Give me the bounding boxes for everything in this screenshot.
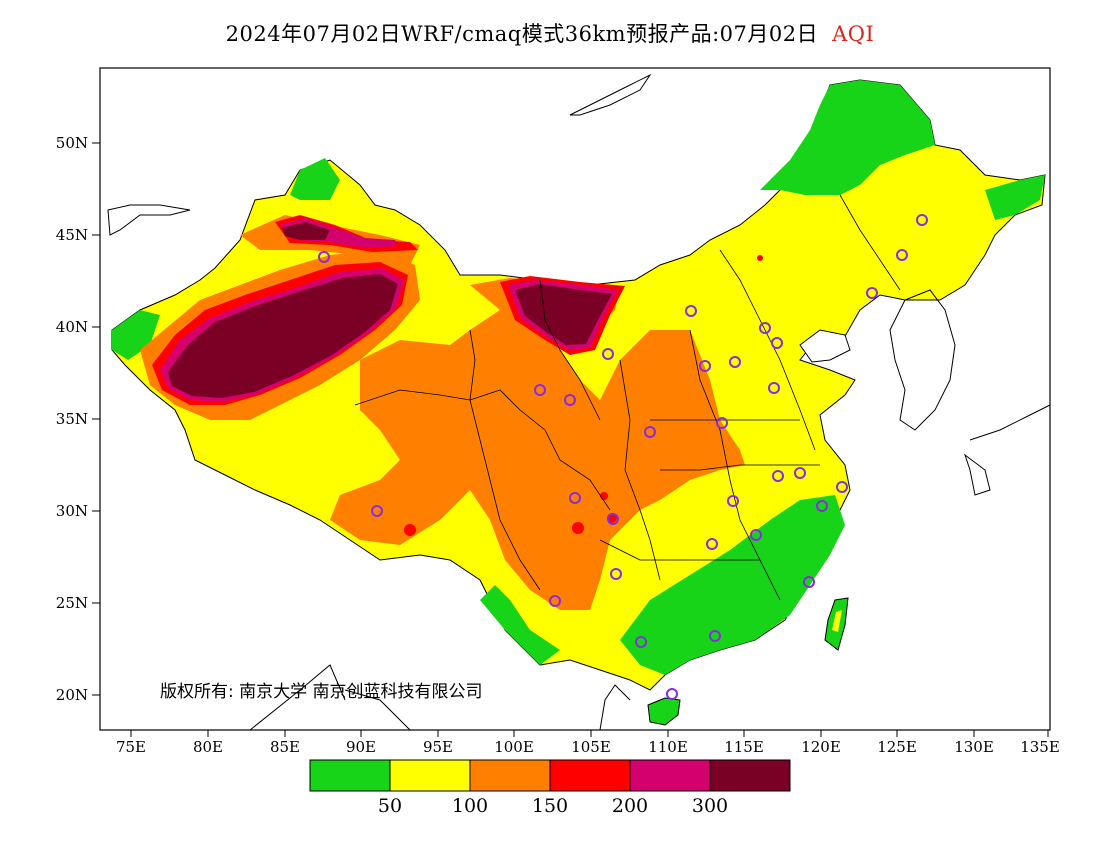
lon-tick-label: 105E: [571, 738, 611, 756]
city-marker: [644, 426, 656, 438]
lat-tick-label: 30N: [56, 502, 88, 520]
lat-tick-label: 40N: [56, 318, 88, 336]
hotspot-sichuan-2: [600, 492, 608, 500]
lon-tick-label: 120E: [801, 738, 841, 756]
city-marker: [569, 492, 581, 504]
lon-tick-label: 135E: [1020, 738, 1060, 756]
city-marker: [794, 467, 806, 479]
legend-swatch: [629, 759, 711, 792]
green-southeast: [620, 495, 845, 675]
green-northeast-east: [985, 175, 1045, 220]
city-marker: [534, 384, 546, 396]
city-marker: [666, 688, 678, 700]
lon-tick-label: 115E: [724, 738, 764, 756]
city-marker: [564, 394, 576, 406]
lat-tick-label: 50N: [56, 134, 88, 152]
hotspot-tibet: [404, 524, 416, 536]
city-marker: [768, 382, 780, 394]
map-title: 2024年07月02日WRF/cmaq模式36km预报产品:07月02日 AQI: [0, 18, 1100, 48]
title-product: AQI: [832, 22, 875, 46]
lon-tick-label: 100E: [494, 738, 534, 756]
title-main: 2024年07月02日WRF/cmaq模式36km预报产品:07月02日: [225, 22, 819, 46]
korea-outline: [889, 289, 956, 431]
lon-tick-label: 85E: [270, 738, 300, 756]
green-west-edge: [112, 310, 160, 360]
russia-coast: [569, 73, 652, 116]
city-marker: [602, 348, 614, 360]
longitude-axis: 75E 80E 85E 90E 95E 100E 105E 110E 115E …: [116, 730, 1060, 756]
city-marker: [716, 417, 728, 429]
green-southwest: [480, 585, 560, 665]
southeast-asia-outline: [249, 664, 631, 731]
city-marker: [635, 636, 647, 648]
city-marker: [866, 287, 878, 299]
city-marker: [371, 505, 383, 517]
legend-swatch: [389, 759, 471, 792]
orange-central: [330, 310, 745, 610]
copyright-text: 版权所有: 南京大学 南京创蓝科技有限公司: [160, 682, 483, 702]
city-marker: [772, 470, 784, 482]
province-boundaries: [354, 194, 901, 601]
lon-tick-label: 130E: [954, 738, 994, 756]
city-marker: [896, 249, 908, 261]
aqi-legend: 50 100 150 200 300: [309, 759, 791, 817]
lon-tick-label: 125E: [877, 738, 917, 756]
city-marker: [729, 356, 741, 368]
city-marker: [549, 595, 561, 607]
city-marker: [709, 630, 721, 642]
legend-label: 300: [692, 795, 728, 817]
green-northeast: [760, 80, 935, 195]
lon-tick-label: 80E: [193, 738, 223, 756]
kazakh-lake: [107, 204, 191, 236]
legend-label: 150: [532, 795, 568, 817]
legend-swatch: [549, 759, 631, 792]
legend-swatch: [469, 759, 551, 792]
city-marker: [727, 495, 739, 507]
lon-tick-label: 95E: [423, 738, 453, 756]
legend-label: 50: [378, 795, 402, 817]
china-map-regions: [107, 73, 1051, 731]
city-marker: [318, 251, 330, 263]
hazardous-alxa: [515, 284, 612, 345]
latitude-axis: 50N 45N 40N 35N 30N 25N 20N: [56, 134, 100, 704]
lat-tick-label: 20N: [56, 686, 88, 704]
lat-tick-label: 45N: [56, 226, 88, 244]
legend-label: 100: [452, 795, 488, 817]
city-marker: [750, 529, 762, 541]
city-marker: [759, 322, 771, 334]
city-marker: [803, 576, 815, 588]
green-northwest: [290, 158, 340, 200]
legend-swatch: [709, 759, 791, 792]
lon-tick-label: 90E: [346, 738, 376, 756]
japan-outline: [964, 404, 1051, 496]
city-marker: [706, 538, 718, 550]
city-marker: [836, 481, 848, 493]
city-marker: [916, 214, 928, 226]
city-markers: [318, 214, 928, 700]
city-marker: [699, 360, 711, 372]
city-marker: [607, 513, 619, 525]
lat-tick-label: 35N: [56, 410, 88, 428]
lat-tick-label: 25N: [56, 594, 88, 612]
hainan: [647, 697, 681, 726]
lon-tick-label: 110E: [648, 738, 688, 756]
bohai-bay: [799, 329, 851, 363]
hazardous-taklamakan: [168, 274, 398, 398]
city-marker: [816, 500, 828, 512]
hotspot-north: [757, 255, 763, 261]
city-marker: [685, 305, 697, 317]
legend-label: 200: [612, 795, 648, 817]
hazardous-north-xinjiang: [282, 222, 330, 240]
city-marker: [771, 337, 783, 349]
lon-tick-label: 75E: [116, 738, 146, 756]
taiwan-yellow: [832, 610, 842, 632]
legend-swatch: [309, 759, 391, 792]
city-marker: [610, 568, 622, 580]
hotspot-sichuan-1: [572, 522, 584, 534]
